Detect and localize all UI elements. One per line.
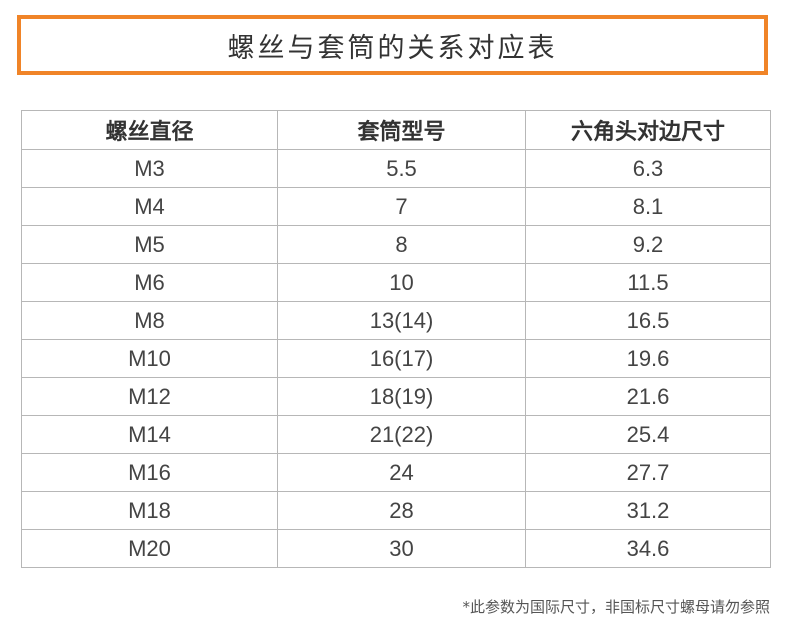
cell-hex-across-flats: 11.5 (525, 263, 771, 302)
cell-screw-diameter: M10 (21, 339, 278, 378)
table-row: M12 18(19) 21.6 (21, 377, 771, 416)
cell-screw-diameter: M16 (21, 453, 278, 492)
header-screw-diameter: 螺丝直径 (21, 110, 278, 150)
cell-hex-across-flats: 31.2 (525, 491, 771, 530)
cell-socket-size: 5.5 (277, 149, 526, 188)
cell-socket-size: 7 (277, 187, 526, 226)
cell-socket-size: 21(22) (277, 415, 526, 454)
cell-socket-size: 13(14) (277, 301, 526, 340)
footnote: *此参数为国际尺寸，非国标尺寸螺母请勿参照 (462, 598, 770, 616)
cell-socket-size: 24 (277, 453, 526, 492)
table-header-row: 螺丝直径 套筒型号 六角头对边尺寸 (21, 110, 771, 150)
table-row: M14 21(22) 25.4 (21, 415, 771, 454)
cell-screw-diameter: M4 (21, 187, 278, 226)
cell-screw-diameter: M12 (21, 377, 278, 416)
table-row: M16 24 27.7 (21, 453, 771, 492)
cell-socket-size: 18(19) (277, 377, 526, 416)
cell-hex-across-flats: 8.1 (525, 187, 771, 226)
table-row: M8 13(14) 16.5 (21, 301, 771, 340)
cell-hex-across-flats: 19.6 (525, 339, 771, 378)
table-row: M5 8 9.2 (21, 225, 771, 264)
cell-screw-diameter: M8 (21, 301, 278, 340)
cell-socket-size: 8 (277, 225, 526, 264)
table-row: M4 7 8.1 (21, 187, 771, 226)
cell-screw-diameter: M14 (21, 415, 278, 454)
header-socket-size: 套筒型号 (277, 110, 526, 150)
table-row: M10 16(17) 19.6 (21, 339, 771, 378)
cell-screw-diameter: M3 (21, 149, 278, 188)
cell-socket-size: 30 (277, 529, 526, 568)
cell-hex-across-flats: 16.5 (525, 301, 771, 340)
screw-socket-table: 螺丝直径 套筒型号 六角头对边尺寸 M3 5.5 6.3 M4 7 8.1 M5… (21, 110, 771, 568)
table-row: M6 10 11.5 (21, 263, 771, 302)
cell-socket-size: 28 (277, 491, 526, 530)
header-hex-across-flats: 六角头对边尺寸 (525, 110, 771, 150)
cell-screw-diameter: M20 (21, 529, 278, 568)
title-box: 螺丝与套筒的关系对应表 (17, 15, 768, 75)
cell-hex-across-flats: 6.3 (525, 149, 771, 188)
cell-screw-diameter: M18 (21, 491, 278, 530)
cell-hex-across-flats: 34.6 (525, 529, 771, 568)
cell-hex-across-flats: 27.7 (525, 453, 771, 492)
table-row: M18 28 31.2 (21, 491, 771, 530)
page-title: 螺丝与套筒的关系对应表 (227, 32, 558, 64)
cell-hex-across-flats: 25.4 (525, 415, 771, 454)
cell-hex-across-flats: 21.6 (525, 377, 771, 416)
cell-screw-diameter: M5 (21, 225, 278, 264)
cell-hex-across-flats: 9.2 (525, 225, 771, 264)
cell-socket-size: 10 (277, 263, 526, 302)
table-row: M3 5.5 6.3 (21, 149, 771, 188)
cell-socket-size: 16(17) (277, 339, 526, 378)
table-row: M20 30 34.6 (21, 529, 771, 568)
cell-screw-diameter: M6 (21, 263, 278, 302)
